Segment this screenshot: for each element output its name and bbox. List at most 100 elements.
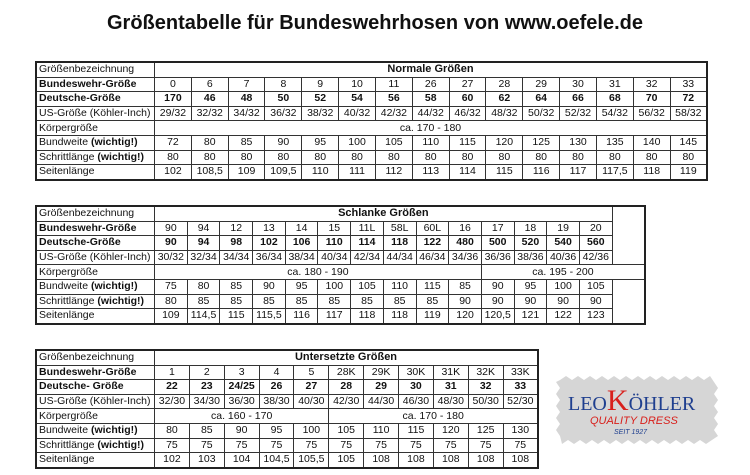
table-cell: 125	[522, 134, 561, 151]
table-cell: 31	[595, 76, 634, 93]
table-cell: 540	[546, 235, 580, 251]
row-label: Bundweite (wichtig!)	[35, 422, 155, 439]
row-label-text: Schrittlänge	[39, 294, 98, 307]
table-cell: 80	[301, 149, 340, 166]
table-cell: 104	[223, 452, 260, 469]
table-cell: 29	[363, 379, 400, 395]
table-cell: 95	[513, 278, 548, 295]
table-cell: 94	[186, 220, 221, 237]
table-cell: 90	[154, 235, 188, 251]
table-cell: 118	[350, 308, 384, 325]
row-label-emphasis: (wichtig!)	[97, 150, 145, 163]
table-cell: 80	[338, 149, 376, 166]
table-cell: 90	[252, 278, 286, 295]
table-row: US-Größe (Köhler-Inch) 32/30 34/30 36/30 38/…	[35, 393, 539, 410]
row-label-text: Deutsche-Größe	[39, 236, 121, 249]
table-cell: 42/34	[350, 249, 384, 266]
table-cell: 80	[559, 149, 597, 166]
table-row: Seitenlänge 102 103 104 104,5 105,5 105 108 108 1…	[35, 452, 539, 469]
table-cell: 75	[398, 437, 434, 454]
table-cell: 28K	[328, 364, 365, 381]
table-cell: 36/36	[480, 249, 515, 266]
table-header-row: Größenbezeichnung Normale Größen	[35, 61, 708, 78]
span-cell: ca. 160 - 170	[153, 408, 330, 424]
table-cell: 48	[227, 91, 266, 107]
table-cell: 32	[632, 76, 671, 93]
table-cell: 120	[485, 134, 524, 151]
table-cell: 85	[188, 422, 225, 439]
table-cell: 52/30	[502, 393, 539, 410]
table-cell: 80	[595, 149, 634, 166]
table-cell: 125	[467, 422, 504, 439]
table-cell: 75	[223, 437, 260, 454]
table-cell: 38/30	[258, 393, 295, 410]
table-row: Bundweite (wichtig!) 72 80 85 90 95 100 105 110 1…	[35, 134, 708, 151]
table-cell: 80	[190, 134, 229, 151]
size-table-1: Größenbezeichnung Normale Größen Bundesweh…	[35, 61, 708, 181]
table-cell: 108	[363, 452, 400, 469]
table-cell: 85	[219, 278, 254, 295]
table-cell: 500	[480, 235, 515, 251]
table-cell: 90	[223, 422, 260, 439]
row-label: Schrittlänge (wichtig!)	[35, 149, 155, 166]
table-cell: 32/34	[186, 249, 221, 266]
row-label: Körpergröße	[35, 408, 155, 424]
table-cell: 38/36	[513, 249, 548, 266]
table-cell: 80	[154, 422, 190, 439]
table-cell: 6	[190, 76, 229, 93]
table-cell: 85	[186, 293, 221, 310]
table-cell: 34/36	[448, 249, 482, 266]
table-cell: 85	[252, 293, 286, 310]
table-cell: 16	[448, 220, 482, 237]
table-cell: 75	[328, 437, 365, 454]
row-label: Deutsche-Größe	[35, 235, 155, 251]
row-label: Bundeswehr-Größe	[35, 364, 155, 381]
table-cell: 40/36	[546, 249, 580, 266]
table-row: Deutsche- Größe 22 23 24/25 26 27 28 29 30 31 32 33	[35, 379, 539, 395]
table-cell: 105	[578, 278, 613, 295]
table-cell: 102	[154, 452, 190, 469]
table-cell: 44/34	[382, 249, 417, 266]
table-cell: 46/34	[415, 249, 450, 266]
table-cell: 123	[578, 308, 613, 325]
table-cell: 31	[432, 379, 469, 395]
table-cell: 110	[301, 164, 340, 181]
table-cell: 105	[374, 134, 413, 151]
table-cell: 85	[415, 293, 450, 310]
table-cell: 32/32	[190, 105, 229, 122]
table-cell: 31K	[432, 364, 469, 381]
table-cell: 116	[522, 164, 561, 181]
page-title: Größentabelle für Bundeswehrhosen von ww…	[106, 12, 643, 34]
table-cell: 48/30	[432, 393, 469, 410]
table-cell: 80	[669, 149, 708, 166]
span-cell: ca. 170 - 180	[154, 120, 708, 136]
row-label-text: Schrittlänge	[39, 150, 98, 163]
table-cell: 66	[559, 91, 597, 107]
table-cell: 140	[632, 134, 671, 151]
table-cell: 118	[632, 164, 671, 181]
table-cell: 38/34	[284, 249, 319, 266]
table-cell: 40/30	[293, 393, 330, 410]
table-cell: 109	[227, 164, 266, 181]
table-cell: 70	[632, 91, 671, 107]
row-label: Deutsche- Größe	[35, 379, 155, 395]
table-cell: 15	[317, 220, 352, 237]
table-cell: 85	[317, 293, 352, 310]
table-cell: 29/32	[154, 105, 192, 122]
table-cell: 135	[595, 134, 634, 151]
table-cell: 95	[284, 278, 319, 295]
table-cell: 75	[502, 437, 539, 454]
table-cell: 117	[317, 308, 352, 325]
table-cell: 103	[188, 452, 225, 469]
table-cell: 46/32	[448, 105, 487, 122]
size-table-3: Größenbezeichnung Untersetzte Größen Bunde…	[35, 349, 539, 469]
table-cell: 58	[411, 91, 450, 107]
row-label: US-Größe (Köhler-Inch)	[35, 249, 155, 266]
table-cell: 105,5	[293, 452, 330, 469]
table-cell: 170	[154, 91, 192, 107]
row-label-emphasis: (wichtig!)	[90, 280, 138, 293]
table-cell: 7	[227, 76, 266, 93]
table-row: Bundweite (wichtig!) 80 85 90 95 100 105 110 115…	[35, 422, 539, 439]
row-label-text: US-Größe (Köhler-Inch)	[39, 107, 151, 120]
row-label: Schrittlänge (wichtig!)	[35, 437, 155, 454]
